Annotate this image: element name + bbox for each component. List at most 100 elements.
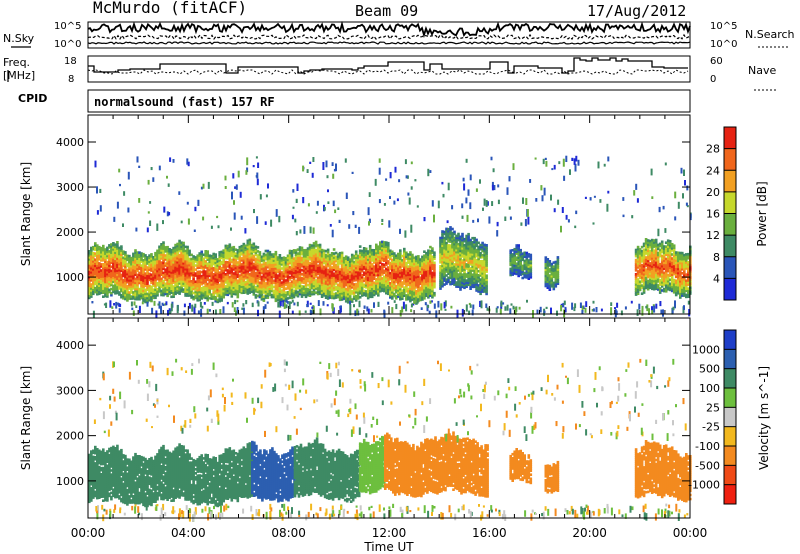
echo-cell bbox=[96, 268, 99, 272]
echo-cell bbox=[340, 294, 344, 297]
echo-cell bbox=[483, 276, 486, 279]
echo-cell bbox=[322, 255, 326, 259]
echo-cell bbox=[250, 243, 254, 247]
echo-cell bbox=[280, 273, 284, 276]
echo-cell bbox=[298, 260, 302, 263]
echo-cell bbox=[94, 264, 97, 268]
echo-cell bbox=[288, 251, 292, 255]
echo-cell bbox=[399, 273, 402, 277]
echo-cell bbox=[445, 237, 448, 241]
echo-cell bbox=[393, 262, 396, 265]
echo-cell bbox=[228, 281, 232, 285]
echo-cell bbox=[250, 255, 254, 259]
echo-cell bbox=[268, 263, 272, 266]
noise-right-tick-top: 10^5 bbox=[710, 21, 737, 32]
echo-cell bbox=[180, 243, 183, 246]
echo-cell bbox=[310, 262, 314, 266]
echo-cell bbox=[278, 288, 282, 291]
echo-cell bbox=[519, 271, 522, 274]
echo-cell bbox=[348, 260, 352, 263]
echo-cell bbox=[312, 288, 316, 292]
echo-cell bbox=[172, 281, 175, 284]
echo-cell bbox=[168, 266, 171, 269]
freq-trace bbox=[88, 57, 688, 74]
echo-cell bbox=[405, 277, 408, 281]
echo-cell bbox=[459, 253, 462, 257]
echo-cell bbox=[318, 251, 322, 255]
echo-cell bbox=[102, 271, 105, 274]
echo-cell bbox=[138, 267, 141, 271]
echo-cell bbox=[332, 282, 336, 286]
echo-cell bbox=[300, 250, 304, 254]
echo-cell bbox=[102, 275, 105, 278]
echo-cell bbox=[94, 268, 97, 272]
echo-cell bbox=[368, 265, 372, 268]
echo-cell bbox=[226, 293, 230, 297]
echo-cell bbox=[399, 297, 402, 301]
echo-cell bbox=[94, 276, 97, 280]
echo-cell bbox=[276, 278, 280, 282]
echo-cell bbox=[134, 283, 137, 287]
echo-cell bbox=[144, 282, 147, 285]
echo-cell bbox=[114, 259, 117, 263]
echo-cell bbox=[148, 284, 151, 288]
freq-left-label-1: Freq. bbox=[3, 56, 30, 69]
echo-cell bbox=[379, 243, 382, 246]
echo-cell bbox=[172, 263, 175, 266]
echo-cell bbox=[236, 253, 240, 256]
echo-cell bbox=[449, 232, 452, 235]
echo-cell bbox=[226, 291, 230, 294]
echo-cell bbox=[180, 263, 183, 267]
echo-cell bbox=[433, 294, 436, 297]
echo-cell bbox=[212, 268, 215, 272]
echo-cell bbox=[409, 259, 412, 262]
echo-cell bbox=[385, 277, 388, 281]
echo-cell bbox=[290, 280, 294, 283]
echo-cell bbox=[246, 263, 250, 267]
echo-cell bbox=[439, 248, 442, 252]
echo-cell bbox=[216, 300, 219, 304]
echo-cell bbox=[328, 290, 332, 293]
echo-cell bbox=[166, 249, 169, 253]
echo-cell bbox=[336, 267, 340, 270]
echo-cell bbox=[354, 266, 358, 270]
echo-cell bbox=[370, 283, 374, 286]
freq-left-tick-bottom: 8 bbox=[68, 74, 74, 85]
echo-cell bbox=[366, 250, 370, 253]
echo-cell bbox=[405, 265, 408, 269]
echo-cell bbox=[356, 278, 360, 282]
echo-cell bbox=[318, 278, 322, 281]
echo-cell bbox=[314, 259, 318, 262]
echo-cell bbox=[230, 268, 234, 272]
echo-cell bbox=[184, 290, 187, 293]
echo-cell bbox=[389, 271, 392, 275]
echo-cell bbox=[403, 278, 406, 281]
echo-cell bbox=[142, 259, 145, 262]
echo-cell bbox=[218, 297, 221, 301]
echo-cell bbox=[172, 250, 175, 254]
echo-cell bbox=[334, 280, 338, 283]
noise-left-label: N.Sky bbox=[3, 32, 35, 45]
echo-cell bbox=[364, 284, 368, 287]
echo-cell bbox=[264, 278, 268, 281]
echo-cell bbox=[164, 250, 167, 253]
echo-cell bbox=[423, 262, 426, 266]
echo-cell bbox=[104, 260, 107, 263]
echo-cell bbox=[176, 256, 179, 260]
echo-cell bbox=[324, 292, 328, 295]
echo-cell bbox=[447, 256, 450, 259]
echo-cell bbox=[222, 253, 225, 256]
echo-cell bbox=[350, 278, 354, 281]
echo-cell bbox=[419, 288, 422, 292]
echo-cell bbox=[318, 266, 322, 269]
echo-cell bbox=[427, 291, 430, 295]
echo-cell bbox=[128, 287, 131, 290]
echo-cell bbox=[222, 281, 225, 285]
echo-cell bbox=[523, 259, 526, 263]
echo-cell bbox=[204, 254, 207, 257]
echo-cell bbox=[234, 262, 238, 266]
echo-cell bbox=[473, 261, 476, 264]
echo-cell bbox=[216, 284, 219, 287]
echo-cell bbox=[431, 293, 434, 297]
echo-cell bbox=[304, 253, 308, 256]
